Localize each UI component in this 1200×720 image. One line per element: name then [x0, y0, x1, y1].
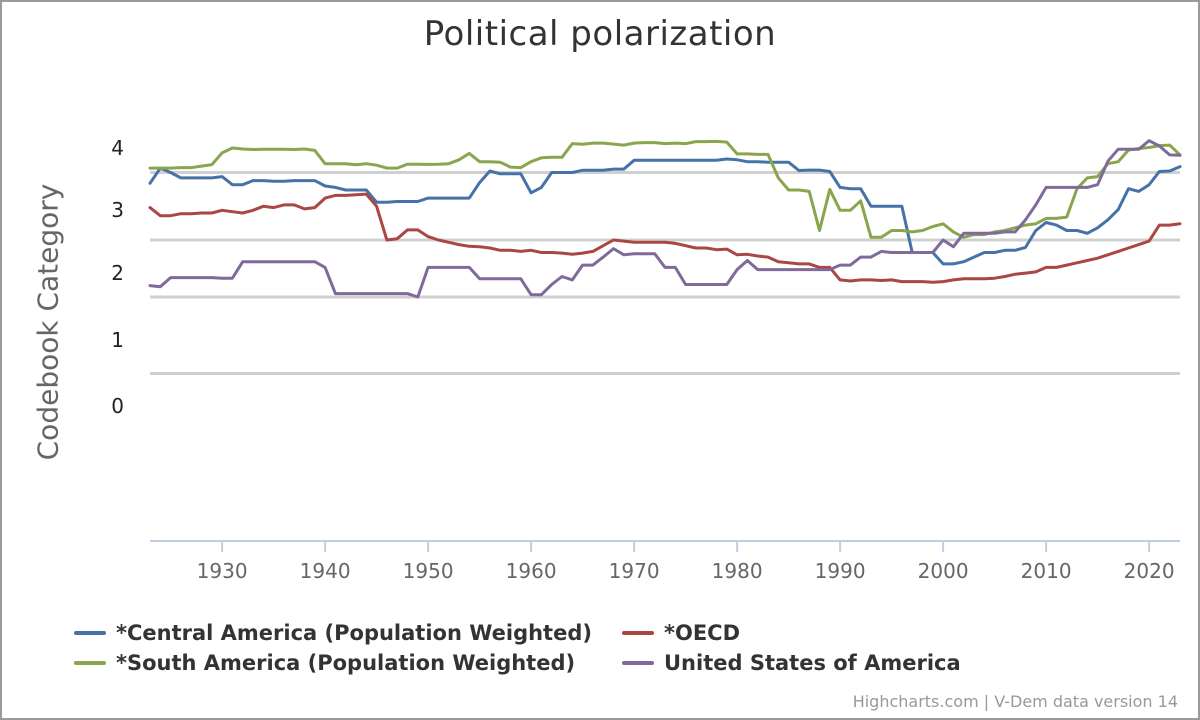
legend-item[interactable]: *South America (Population Weighted)	[74, 650, 622, 676]
series-lines	[148, 139, 1182, 299]
credits[interactable]: Highcharts.com | V-Dem data version 14	[852, 692, 1178, 711]
y-tick-label: 3	[111, 198, 124, 222]
x-tick-label: 2000	[918, 559, 969, 583]
series-line[interactable]	[148, 139, 1182, 239]
legend-item[interactable]: *OECD	[622, 620, 1022, 646]
legend-swatch	[622, 661, 654, 665]
x-tick-label: 1930	[197, 559, 248, 583]
x-tick-label: 2020	[1124, 559, 1175, 583]
x-tick-label: 2010	[1021, 559, 1072, 583]
x-axis: 1930 1940 1950 1960 1970 1980 1990 2000 2010 2020	[150, 540, 1180, 583]
series-line[interactable]	[148, 192, 1182, 284]
series-line[interactable]	[148, 139, 1182, 299]
series-line[interactable]	[148, 157, 1182, 266]
x-tick-label: 1970	[609, 559, 660, 583]
y-tick-label: 4	[111, 136, 124, 160]
chart-title: Political polarization	[423, 14, 777, 54]
y-tick-labels: 0 1 2 3 4	[111, 136, 124, 418]
x-tick-label: 1960	[506, 559, 557, 583]
legend-label: United States of America	[664, 651, 961, 675]
gridlines	[150, 171, 1180, 375]
legend-swatch	[74, 661, 106, 665]
legend-label: *South America (Population Weighted)	[116, 651, 576, 675]
x-tick-label: 1990	[815, 559, 866, 583]
legend-label: *OECD	[664, 621, 741, 645]
legend-swatch	[74, 631, 106, 635]
x-tick-label: 1940	[300, 559, 351, 583]
x-tick-label: 1980	[712, 559, 763, 583]
legend-swatch	[622, 631, 654, 635]
legend-item[interactable]: *Central America (Population Weighted)	[74, 620, 622, 646]
legend-item[interactable]: United States of America	[622, 650, 1022, 676]
x-tick-label: 1950	[403, 559, 454, 583]
y-tick-label: 2	[111, 261, 124, 285]
legend: *Central America (Population Weighted) *O…	[74, 620, 1054, 676]
legend-label: *Central America (Population Weighted)	[116, 621, 592, 645]
y-tick-label: 0	[111, 394, 124, 418]
y-tick-label: 1	[111, 328, 124, 352]
